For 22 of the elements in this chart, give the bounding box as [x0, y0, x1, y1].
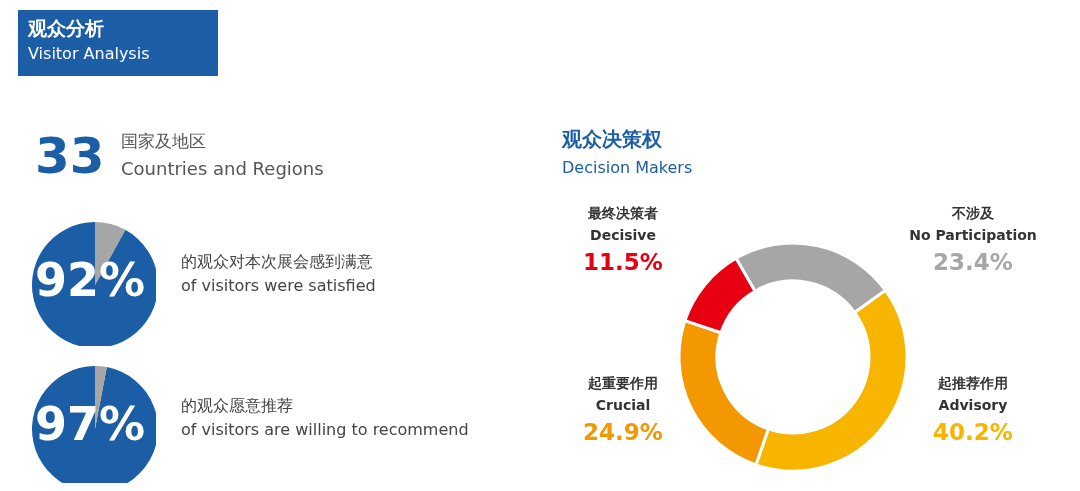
- data-label: 40.2%: [932, 418, 1014, 447]
- text: 的观众对本次展会感到满意: [181, 252, 373, 273]
- data-label: 24.9%: [582, 418, 664, 447]
- text: Countries and Regions: [121, 158, 324, 179]
- text: 33: [35, 126, 105, 186]
- data-label: 11.5%: [582, 248, 664, 277]
- text: of visitors are willing to recommend: [181, 420, 469, 439]
- text: 国家及地区: [121, 130, 206, 153]
- data-label: 92%: [33, 252, 147, 308]
- data-label: 23.4%: [932, 248, 1014, 277]
- chart-subtitle: Decision Makers: [562, 158, 693, 177]
- text: 的观众愿意推荐: [181, 396, 293, 417]
- slice-label: 最终决策者 Decisive: [587, 204, 659, 245]
- text: of visitors were satisfied: [181, 276, 376, 295]
- slice-label: 起重要作用 Crucial: [587, 374, 659, 415]
- slice-label: 起推荐作用 Advisory: [937, 374, 1009, 415]
- text: Visitor Analysis: [28, 44, 151, 63]
- chart-title: 观众决策权: [562, 126, 662, 153]
- slice-label: 不涉及 No Participation: [908, 204, 1038, 245]
- pie-slice: [32, 222, 156, 346]
- data-label: 97%: [33, 396, 147, 452]
- text: 观众分析: [28, 16, 105, 41]
